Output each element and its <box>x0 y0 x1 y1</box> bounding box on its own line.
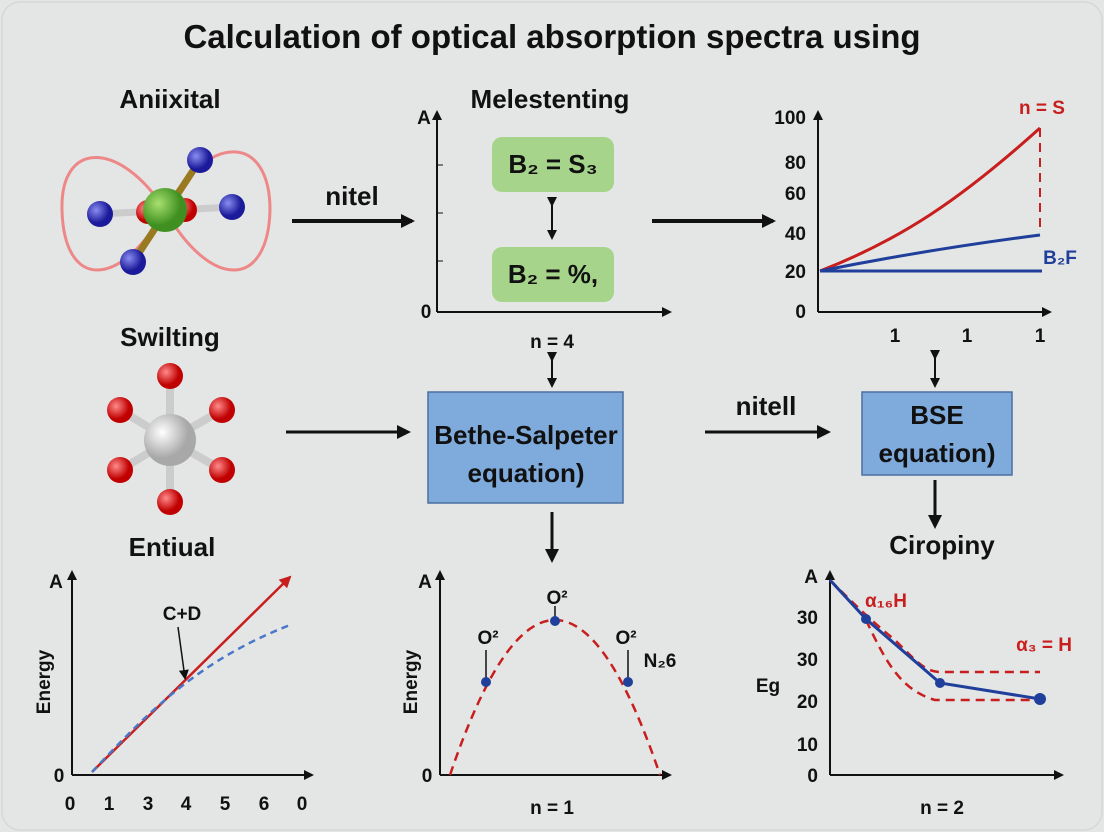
bottom-left-x-tick: 0 <box>65 794 76 815</box>
equation-box-bottom <box>492 247 614 302</box>
bottom-right-point <box>1034 693 1046 705</box>
bottom-left-y-zero: 0 <box>54 766 65 787</box>
top-middle-y-zero: 0 <box>421 302 432 323</box>
bottom-right-y-tick: 30 <box>797 608 818 629</box>
bottom-left-label: Entiual <box>129 532 216 562</box>
bottom-middle-point <box>481 677 491 687</box>
top-middle-y-axis-label: A <box>417 108 431 129</box>
bse-box <box>861 391 1013 476</box>
top-right-y-tick: 20 <box>785 262 806 283</box>
bottom-middle-side-label: N₂6 <box>644 651 677 672</box>
top-right-y-tick: 60 <box>785 184 806 205</box>
top-right-y-tick: 80 <box>785 153 806 174</box>
equation-box-top-text: B₂ = S₃ <box>508 149 597 179</box>
top-right-blue-label: B₂F <box>1043 248 1077 269</box>
top-right-y-tick: 0 <box>795 302 806 323</box>
bottom-right-label: Ciropiny <box>889 530 995 560</box>
top-right-y-tick: 40 <box>785 224 806 245</box>
top-right-axes <box>813 110 1052 317</box>
bottom-left-y-title: Energy <box>34 649 55 714</box>
bethe-salpeter-line2: equation) <box>468 458 585 488</box>
top-middle-axes <box>432 110 672 317</box>
bse-box-line2: equation) <box>879 438 996 468</box>
molecule-2-illustration <box>107 363 235 515</box>
top-right-x-tick: 1 <box>890 326 901 347</box>
bottom-right-y-tick: 30 <box>797 650 818 671</box>
top-right-red-label: n = S <box>1019 98 1065 119</box>
equation-box-top <box>492 137 614 192</box>
bottom-right-x-title: n = 2 <box>920 798 964 819</box>
bottom-middle-axes <box>435 570 672 780</box>
bottom-middle-point <box>550 616 560 626</box>
top-middle-label: Melestenting <box>471 84 630 114</box>
bottom-middle-x-title: n = 1 <box>530 798 574 819</box>
molecule-1-illustration <box>60 147 272 275</box>
bethe-salpeter-line1: Bethe-Salpeter <box>434 420 618 450</box>
bottom-middle-point-label: O² <box>615 628 636 649</box>
bottom-right-right-label: α₃ = H <box>1016 635 1072 656</box>
bethe-salpeter-box <box>427 391 624 504</box>
bottom-right-red-lower <box>864 619 1040 702</box>
diagram-title: Calculation of optical absorption spectr… <box>183 18 920 55</box>
bottom-left-x-tick: 3 <box>143 794 154 815</box>
bottom-right-upper-label: α₁₆H <box>865 591 907 612</box>
bottom-left-annotation: C+D <box>163 604 202 625</box>
bottom-middle-y-title: Energy <box>401 649 422 714</box>
top-right-red-curve <box>819 126 1042 273</box>
top-right-x-tick: 1 <box>962 326 973 347</box>
bottom-middle-point-label: O² <box>477 628 498 649</box>
top-right-y-tick: 100 <box>774 108 806 129</box>
bottom-left-red-line <box>91 575 292 773</box>
bottom-right-y-tick: 20 <box>797 692 818 713</box>
bottom-right-point <box>935 678 945 688</box>
bottom-left-x-tick: 6 <box>259 794 270 815</box>
bottom-right-point <box>861 614 871 624</box>
bottom-middle-point <box>623 677 633 687</box>
bottom-right-red-upper <box>829 579 1040 674</box>
top-right-x-tick: 1 <box>1035 326 1046 347</box>
bottom-left-x-tick: 1 <box>104 794 115 815</box>
arrow-1-label: nitel <box>325 181 378 211</box>
bottom-right-y-title: Eg <box>756 676 780 697</box>
equation-box-bottom-text: B₂ = %, <box>508 259 598 289</box>
bottom-right-y-tick: 10 <box>797 735 818 756</box>
bottom-right-blue-line <box>828 578 1041 701</box>
bottom-middle-point-label: O² <box>546 588 567 609</box>
bottom-middle-y-axis-label: A <box>418 572 432 593</box>
n4-label: n = 4 <box>530 332 574 353</box>
bottom-left-x-tick: 4 <box>181 794 192 815</box>
bottom-left-x-tick: 0 <box>297 794 308 815</box>
bottom-left-axes <box>67 570 314 780</box>
bottom-middle-y-zero: 0 <box>422 766 433 787</box>
annotation-arrow <box>177 626 189 680</box>
molecule-1-label: Aniixital <box>119 84 220 114</box>
top-right-blue-curve <box>819 233 1041 273</box>
bottom-left-blue-dashed <box>91 623 291 773</box>
bottom-right-y-tick: A <box>804 567 818 588</box>
bse-box-line1: BSE <box>910 400 963 430</box>
bottom-left-x-tick: 5 <box>220 794 231 815</box>
arrow-2-label: nitell <box>736 391 797 421</box>
bottom-right-axes <box>825 570 1064 780</box>
bottom-left-y-axis-label: A <box>49 572 63 593</box>
molecule-2-label: Swilting <box>120 322 220 352</box>
bottom-right-y-tick: 0 <box>807 766 818 787</box>
